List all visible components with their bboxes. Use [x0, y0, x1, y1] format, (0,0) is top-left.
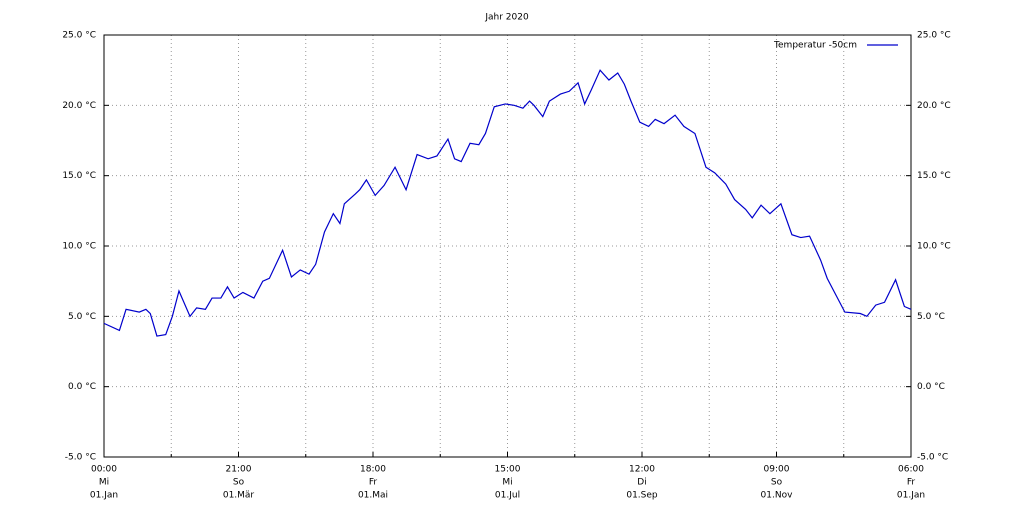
- x-tick-label: 01.Jan: [897, 491, 925, 501]
- x-tick-label: Fr: [907, 478, 916, 488]
- y-tick-label: 10.0 °C: [62, 242, 96, 252]
- chart-title: Jahr 2020: [484, 13, 529, 23]
- x-tick-label: Fr: [369, 478, 378, 488]
- y2-tick-label: 15.0 °C: [917, 171, 951, 181]
- y-tick-label: 15.0 °C: [62, 171, 96, 181]
- y2-tick-label: 10.0 °C: [917, 242, 951, 252]
- y-tick-label: 20.0 °C: [62, 101, 96, 111]
- x-tick-label: 01.Jul: [495, 491, 520, 501]
- y2-tick-label: 0.0 °C: [917, 382, 945, 392]
- y2-tick-label: 5.0 °C: [917, 312, 945, 322]
- x-tick-label: 18:00: [360, 465, 386, 475]
- y-tick-label: 25.0 °C: [62, 31, 96, 41]
- x-tick-label: 00:00: [91, 465, 117, 475]
- x-tick-label: 01.Mär: [223, 491, 255, 501]
- y-tick-label: 0.0 °C: [68, 382, 96, 392]
- x-tick-label: 01.Nov: [761, 491, 794, 501]
- y2-tick-label: 20.0 °C: [917, 101, 951, 111]
- data-line: [103, 69, 912, 337]
- y-tick-label: -5.0 °C: [65, 453, 96, 463]
- plot-frame: [103, 34, 912, 458]
- x-tick-label: 06:00: [898, 465, 924, 475]
- x-tick-label: 15:00: [495, 465, 521, 475]
- x-tick-label: 21:00: [226, 465, 252, 475]
- y-tick-label: 5.0 °C: [68, 312, 96, 322]
- x-tick-label: Mi: [99, 478, 109, 488]
- x-tick-label: 12:00: [629, 465, 655, 475]
- x-tick-label: 01.Mai: [358, 491, 388, 501]
- x-tick-label: So: [771, 478, 783, 488]
- y2-tick-label: -5.0 °C: [917, 453, 948, 463]
- x-tick-label: So: [233, 478, 245, 488]
- x-tick-label: 01.Sep: [626, 491, 658, 501]
- x-tick-label: Mi: [502, 478, 512, 488]
- x-tick-label: 01.Jan: [90, 491, 118, 501]
- legend-label: Temperatur -50cm: [773, 41, 857, 51]
- x-tick-label: 09:00: [764, 465, 790, 475]
- x-tick-label: Di: [637, 478, 646, 488]
- y2-tick-label: 25.0 °C: [917, 31, 951, 41]
